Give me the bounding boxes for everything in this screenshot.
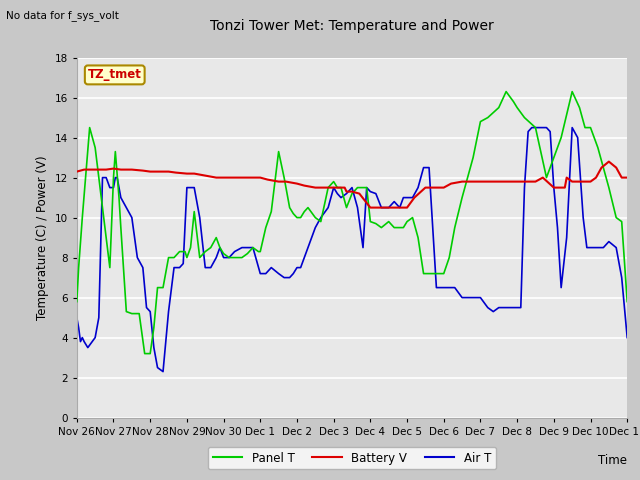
Battery V: [367, 205, 374, 211]
Air T: [73, 315, 81, 321]
Air T: [122, 205, 130, 211]
Battery V: [333, 185, 341, 191]
Battery V: [605, 159, 612, 165]
Panel T: [623, 299, 631, 304]
Line: Air T: Air T: [77, 128, 627, 372]
Panel T: [73, 299, 81, 304]
Panel T: [176, 249, 184, 254]
Battery V: [568, 179, 576, 184]
Text: Tonzi Tower Met: Temperature and Power: Tonzi Tower Met: Temperature and Power: [210, 19, 494, 33]
Air T: [623, 335, 631, 340]
Legend: Panel T, Battery V, Air T: Panel T, Battery V, Air T: [208, 447, 496, 469]
Text: Time: Time: [598, 454, 627, 467]
Air T: [179, 261, 187, 266]
Line: Battery V: Battery V: [77, 162, 627, 208]
Panel T: [141, 351, 148, 357]
Panel T: [464, 175, 472, 180]
Air T: [528, 125, 536, 131]
Text: TZ_tmet: TZ_tmet: [88, 68, 141, 82]
Battery V: [403, 205, 411, 211]
Panel T: [532, 125, 540, 131]
Battery V: [220, 175, 227, 180]
Y-axis label: Temperature (C) / Power (V): Temperature (C) / Power (V): [36, 156, 49, 320]
Battery V: [154, 169, 161, 175]
Panel T: [420, 271, 428, 276]
Air T: [399, 195, 407, 201]
Panel T: [159, 285, 167, 290]
Panel T: [502, 89, 510, 95]
Air T: [563, 235, 570, 240]
Air T: [159, 369, 167, 374]
Text: No data for f_sys_volt: No data for f_sys_volt: [6, 10, 119, 21]
Line: Panel T: Panel T: [77, 92, 627, 354]
Battery V: [73, 169, 81, 175]
Panel T: [293, 215, 301, 220]
Battery V: [264, 177, 271, 182]
Battery V: [623, 175, 631, 180]
Air T: [268, 265, 275, 271]
Air T: [231, 249, 239, 254]
